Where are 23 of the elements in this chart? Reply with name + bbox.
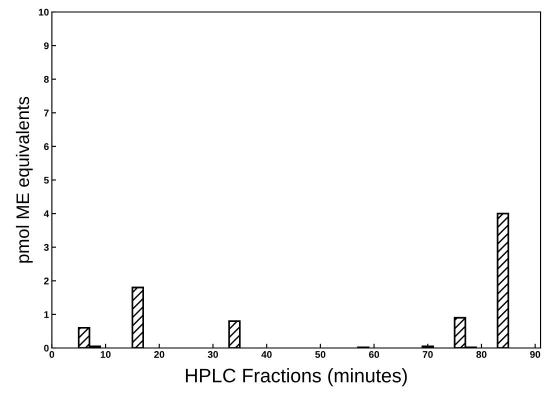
x-tick-label: 40 (261, 351, 272, 358)
x-tick-label: 90 (530, 351, 540, 358)
y-tick-label: 3 (44, 244, 49, 251)
y-tick-label: 8 (44, 76, 49, 83)
y-tick-label: 0 (44, 344, 49, 352)
x-tick-label: 80 (476, 351, 486, 358)
x-tick-label: 50 (315, 351, 326, 358)
x-tick-label: 20 (154, 351, 164, 358)
x-tick-label: 30 (208, 351, 218, 358)
x-tick-label: 60 (369, 351, 380, 358)
y-tick-label: 1 (44, 311, 49, 318)
x-tick-label: 70 (422, 351, 433, 358)
y-tick-label: 7 (44, 110, 49, 116)
y-tick-label: 5 (44, 176, 49, 184)
y-axis-title: pmol ME equivalents (16, 96, 33, 263)
y-tick-label: 2 (44, 278, 49, 284)
y-tick-label: 6 (44, 143, 49, 150)
x-tick-label: 0 (50, 351, 54, 358)
y-tick-label: 9 (44, 42, 49, 50)
x-tick-label: 10 (100, 351, 111, 358)
x-axis-title: HPLC Fractions (minutes) (186, 368, 407, 386)
y-tick-label: 10 (38, 8, 49, 16)
y-tick-label: 4 (44, 210, 50, 218)
